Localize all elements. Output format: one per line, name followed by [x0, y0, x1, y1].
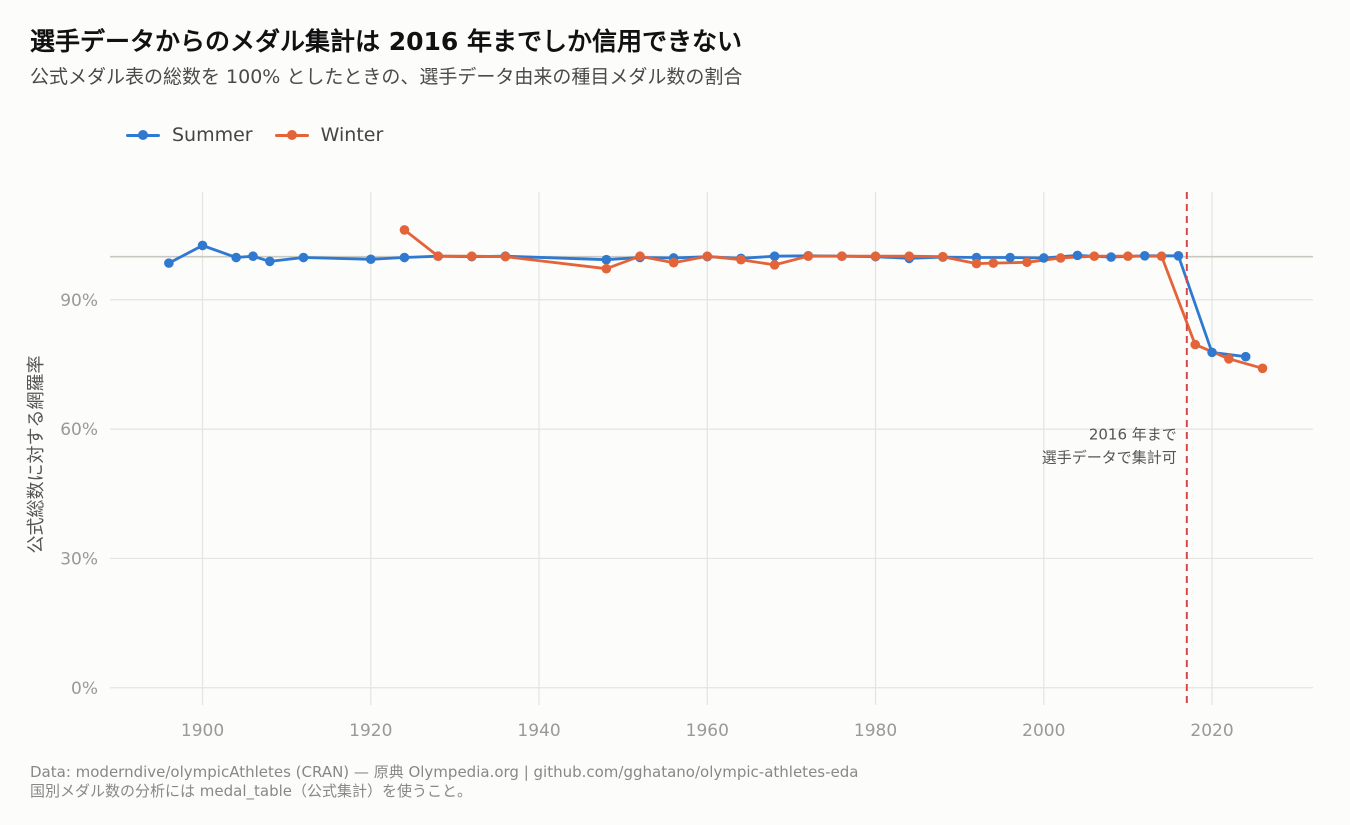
data-point-winter	[870, 251, 881, 262]
cutoff-annotation-line-1: 2016 年まで	[1089, 425, 1177, 443]
data-point-winter	[837, 251, 847, 262]
x-tick-label: 2020	[1190, 721, 1233, 741]
data-point-winter	[466, 251, 477, 262]
y-tick-label: 90%	[60, 291, 98, 311]
y-tick-label: 60%	[60, 420, 98, 440]
data-point-summer	[601, 254, 612, 265]
data-point-winter	[1156, 251, 1167, 262]
data-point-summer	[231, 252, 241, 263]
caption-line-1: Data: moderndive/olympicAthletes (CRAN) …	[30, 763, 859, 781]
data-point-winter	[635, 251, 645, 262]
data-point-summer	[1173, 251, 1184, 261]
x-tick-label: 1900	[181, 721, 224, 741]
data-point-winter	[988, 258, 999, 268]
data-point-summer	[1038, 253, 1049, 263]
data-point-summer	[1207, 347, 1217, 358]
grid-layer	[110, 192, 1313, 705]
x-tick-label: 1920	[349, 721, 392, 741]
chart-subtitle: 公式メダル表の総数を 100% としたときの、選手データ由来の種目メダル数の割合	[30, 66, 743, 88]
data-point-winter	[500, 251, 511, 262]
data-point-winter	[601, 263, 612, 274]
data-point-summer	[769, 251, 780, 262]
x-tick-label: 1940	[517, 721, 560, 741]
data-point-winter	[971, 258, 982, 269]
data-point-winter	[1089, 251, 1100, 262]
data-point-summer	[365, 254, 376, 265]
data-point-winter	[904, 251, 914, 262]
legend-label-winter: Winter	[320, 124, 384, 146]
x-tick-label: 1980	[854, 721, 897, 741]
data-point-winter	[1055, 253, 1066, 263]
x-tick-label: 1960	[686, 721, 729, 741]
data-point-winter	[1022, 257, 1032, 268]
caption-line-2: 国別メダル数の分析には medal_table（公式集計）を使うこと。	[30, 782, 472, 800]
legend-item-summer: Summer	[126, 124, 253, 146]
data-point-winter	[769, 260, 780, 270]
data-point-summer	[1005, 252, 1015, 263]
axis-labels: 1900 1920 1940 1960 1980 2000 2020 0% 30% 60% 90%	[60, 291, 1233, 741]
data-point-winter	[1224, 354, 1234, 364]
data-point-summer	[1106, 252, 1116, 262]
y-tick-label: 30%	[60, 549, 98, 569]
x-tick-label: 2000	[1022, 721, 1065, 741]
data-point-summer	[164, 258, 174, 268]
chart-title: 選手データからのメダル集計は 2016 年までしか信用できない	[30, 27, 742, 56]
data-point-winter	[433, 251, 443, 262]
legend-key-winter	[274, 128, 309, 142]
legend-item-winter: Winter	[274, 124, 384, 146]
data-point-winter	[702, 251, 713, 262]
data-point-summer	[1240, 351, 1251, 362]
data-point-summer	[1072, 250, 1083, 261]
series-line-winter	[403, 228, 1263, 370]
data-point-winter	[938, 251, 948, 262]
legend-key-summer	[126, 128, 160, 142]
data-point-winter	[1123, 251, 1133, 262]
data-point-winter	[1190, 339, 1201, 350]
data-point-summer	[1139, 251, 1150, 261]
data-point-summer	[265, 256, 275, 267]
caption: Data: moderndive/olympicAthletes (CRAN) …	[30, 763, 858, 801]
data-point-winter	[736, 254, 746, 265]
data-point-winter	[399, 225, 410, 235]
data-point-summer	[248, 251, 258, 262]
data-point-summer	[298, 252, 309, 263]
data-point-winter	[1257, 363, 1268, 374]
y-axis-label: 公式総数に対する網羅率	[26, 356, 47, 554]
y-tick-label: 0%	[71, 679, 98, 699]
data-point-winter	[803, 251, 814, 262]
cutoff-annotation-line-2: 選手データで集計可	[1042, 448, 1177, 466]
series-layer	[164, 225, 1268, 374]
legend-label-summer: Summer	[172, 124, 253, 146]
data-point-summer	[197, 240, 208, 251]
data-point-winter	[668, 257, 679, 268]
data-point-summer	[399, 252, 410, 263]
legend: Summer Winter	[126, 124, 383, 146]
